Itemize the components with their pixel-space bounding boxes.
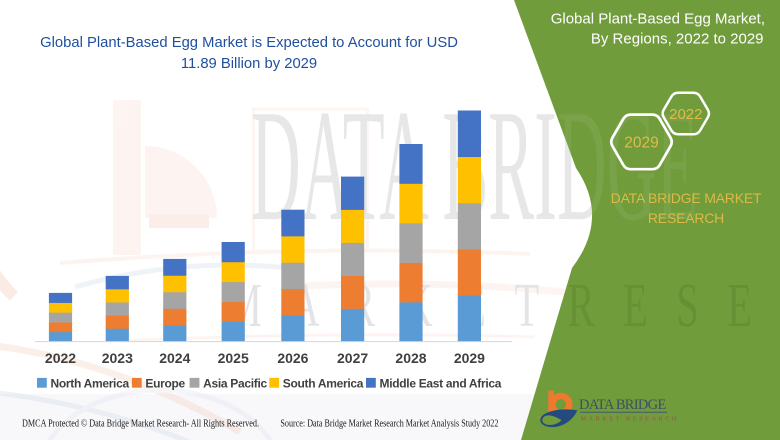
svg-text:DATA BRIDGE MARKET: DATA BRIDGE MARKET: [611, 190, 762, 206]
svg-text:Middle East and Africa: Middle East and Africa: [380, 377, 502, 391]
svg-text:MARKET RESEARCH: MARKET RESEARCH: [581, 416, 679, 423]
svg-text:2026: 2026: [277, 350, 308, 366]
svg-text:RESEARCH: RESEARCH: [648, 210, 724, 226]
svg-text:2023: 2023: [102, 350, 133, 366]
svg-text:Source: Data Bridge Market Res: Source: Data Bridge Market Research Mark…: [280, 417, 498, 429]
svg-text:2025: 2025: [218, 350, 249, 366]
svg-text:2028: 2028: [395, 350, 426, 366]
svg-text:Global Plant-Based Egg Market,: Global Plant-Based Egg Market,: [551, 11, 765, 28]
svg-text:DATA BRIDGE: DATA BRIDGE: [579, 397, 666, 413]
svg-text:2024: 2024: [159, 350, 190, 366]
svg-text:11.89 Billion by 2029: 11.89 Billion by 2029: [181, 56, 317, 72]
svg-text:2027: 2027: [337, 350, 368, 366]
svg-text:2022: 2022: [669, 106, 702, 123]
svg-text:North America: North America: [51, 377, 130, 391]
svg-text:2029: 2029: [454, 350, 485, 366]
svg-text:Europe: Europe: [145, 377, 185, 391]
svg-text:2022: 2022: [45, 350, 76, 366]
svg-text:2029: 2029: [624, 135, 658, 152]
svg-text:Asia Pacific: Asia Pacific: [203, 377, 267, 391]
svg-text:By Regions, 2022 to 2029: By Regions, 2022 to 2029: [591, 31, 764, 48]
svg-text:Global Plant-Based Egg Market: Global Plant-Based Egg Market is Expecte…: [40, 35, 458, 51]
svg-text:DMCA Protected © Data Bridge M: DMCA Protected © Data Bridge Market Rese…: [22, 417, 259, 429]
svg-text:South America: South America: [283, 377, 364, 391]
